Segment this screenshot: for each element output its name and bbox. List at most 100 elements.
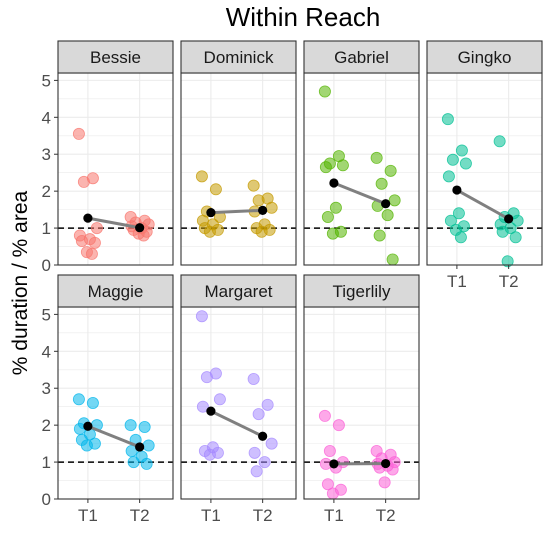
mean-line	[87, 424, 141, 449]
panel-bessie: Bessie 0 1 2 3 4 5	[42, 40, 174, 275]
data-point	[493, 135, 506, 148]
data-point	[509, 231, 522, 244]
x-tick-label: T1	[324, 506, 344, 525]
data-point	[459, 157, 472, 170]
panel-background	[181, 73, 296, 265]
data-point	[332, 419, 345, 432]
data-point	[496, 225, 509, 238]
data-point	[261, 398, 274, 411]
data-point	[209, 183, 222, 196]
data-point	[203, 448, 216, 461]
data-point	[85, 247, 98, 260]
mean-point	[452, 185, 462, 195]
mean-point	[135, 223, 145, 233]
mean-point	[83, 421, 93, 431]
y-tick-label: 0	[42, 256, 51, 275]
data-point	[381, 209, 394, 222]
strip-header	[303, 40, 420, 74]
data-point	[388, 194, 401, 207]
data-point	[323, 444, 336, 457]
mean-point	[258, 205, 268, 215]
x-tick-label: T1	[447, 272, 467, 291]
data-point	[318, 409, 331, 422]
y-tick-label: 0	[42, 490, 51, 509]
panel-background	[427, 73, 542, 265]
data-point	[258, 456, 271, 469]
data-point	[255, 225, 268, 238]
strip-header	[180, 274, 297, 308]
data-point	[77, 175, 90, 188]
panel-maggie: Maggie 0 1 2 3 4 5 T1 T2	[42, 274, 174, 525]
data-point	[124, 419, 137, 432]
strip-header	[426, 40, 543, 74]
data-point	[213, 393, 226, 406]
x-tick-label: T2	[499, 272, 519, 291]
data-point	[203, 225, 216, 238]
data-point	[446, 153, 459, 166]
data-point	[196, 400, 209, 413]
data-point	[318, 85, 331, 98]
mean-point	[381, 199, 391, 209]
data-point	[75, 234, 88, 247]
data-point	[265, 201, 278, 214]
y-tick-label: 4	[42, 342, 51, 361]
data-point	[321, 210, 334, 223]
data-point	[247, 372, 260, 385]
data-point	[195, 310, 208, 323]
data-point	[455, 144, 468, 157]
strip-label: Tigerlily	[333, 282, 391, 301]
y-tick-label: 4	[42, 108, 51, 127]
data-point	[370, 151, 383, 164]
x-tick-label: T2	[253, 506, 273, 525]
data-point	[140, 457, 153, 470]
panel-gingko: Gingko T1 T2	[426, 40, 543, 291]
data-point	[319, 161, 332, 174]
data-point	[384, 164, 397, 177]
y-tick-label: 5	[42, 71, 51, 90]
data-point	[375, 177, 388, 190]
mean-point	[206, 207, 216, 218]
mean-point	[83, 213, 93, 223]
mean-point	[329, 459, 339, 469]
mean-point	[329, 178, 339, 188]
mean-point	[381, 458, 391, 469]
strip-header	[180, 40, 297, 74]
data-point	[86, 396, 99, 409]
mean-point	[135, 442, 145, 452]
data-point	[265, 437, 278, 450]
data-point	[501, 255, 514, 268]
strip-header	[57, 40, 174, 74]
panel-background	[304, 307, 419, 499]
mean-point	[206, 406, 216, 416]
data-point	[90, 222, 103, 235]
data-point	[336, 159, 349, 172]
y-tick-label: 3	[42, 145, 51, 164]
data-point	[454, 231, 467, 244]
y-tick-label: 5	[42, 305, 51, 324]
data-point	[72, 393, 85, 406]
strip-header	[303, 274, 420, 308]
mean-line	[333, 181, 387, 206]
data-point	[444, 214, 457, 227]
x-tick-label: T2	[130, 506, 150, 525]
data-point	[373, 229, 386, 242]
y-tick-label: 2	[42, 182, 51, 201]
strip-label: Gabriel	[334, 48, 389, 67]
data-point	[386, 253, 399, 266]
panel-dominick: Dominick	[180, 40, 297, 266]
mean-line	[87, 216, 140, 230]
data-point	[378, 476, 391, 489]
y-tick-label: 3	[42, 379, 51, 398]
data-point	[250, 465, 263, 478]
data-point	[138, 420, 151, 433]
data-point	[321, 478, 334, 491]
y-tick-label: 1	[42, 219, 51, 238]
strip-label: Bessie	[90, 48, 141, 67]
data-point	[248, 446, 261, 459]
mean-line	[210, 409, 264, 438]
strip-label: Dominick	[204, 48, 274, 67]
data-point	[200, 371, 213, 384]
data-point	[80, 439, 93, 452]
